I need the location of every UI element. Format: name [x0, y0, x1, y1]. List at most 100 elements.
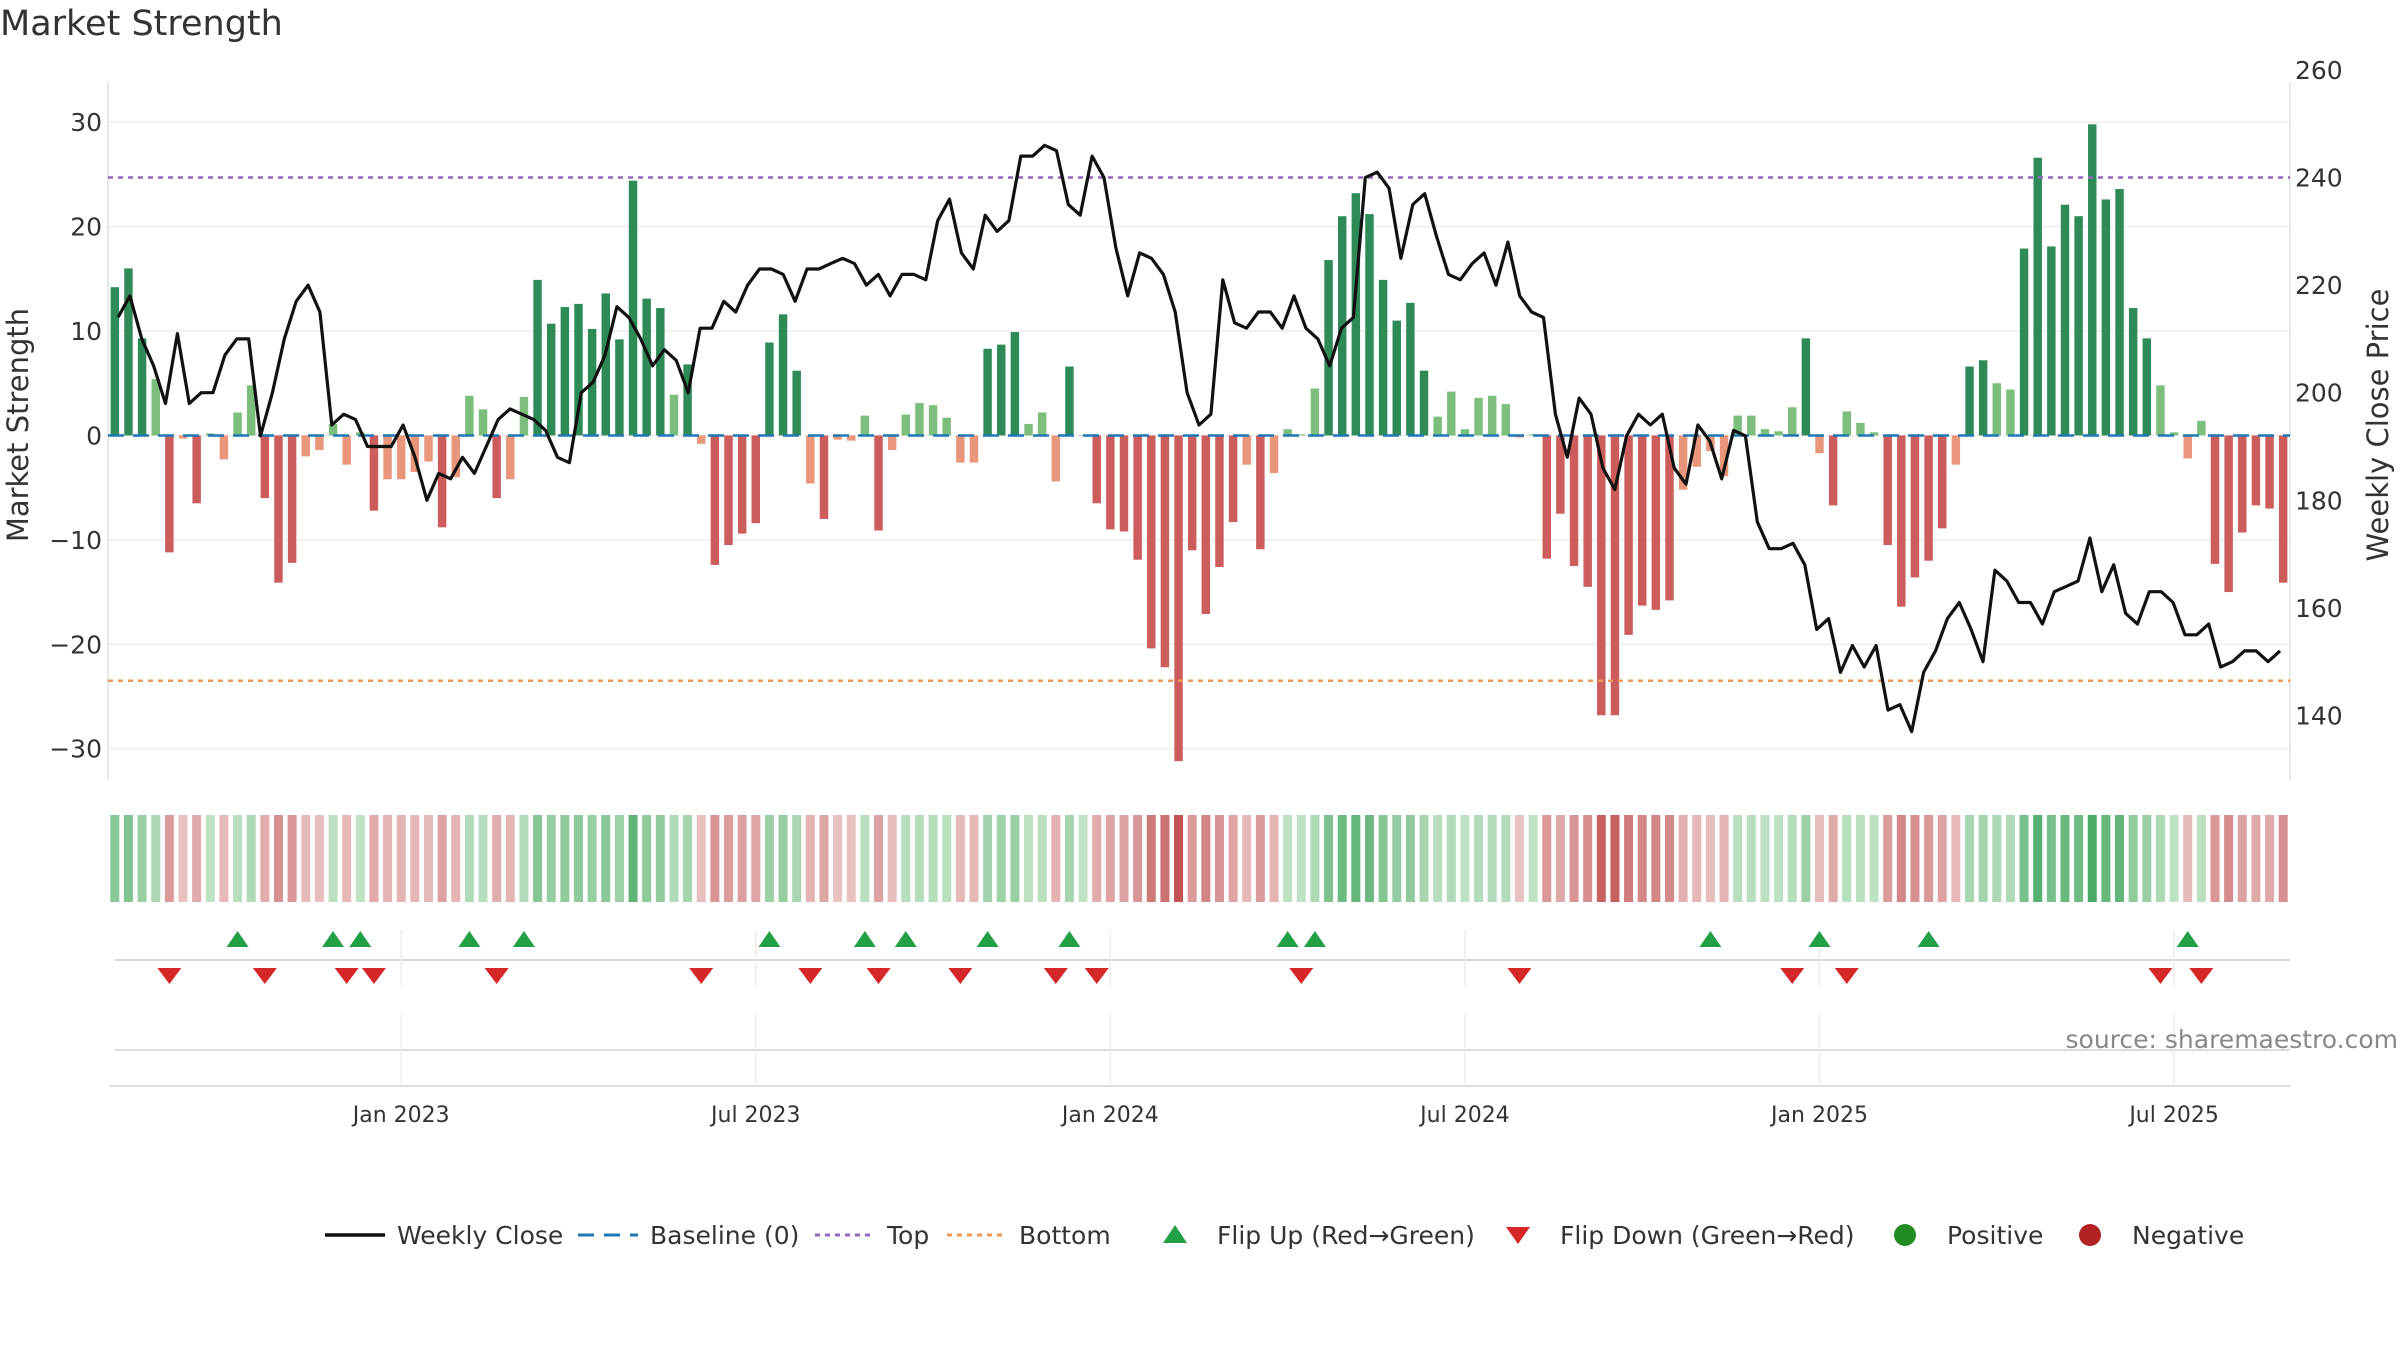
heat-strip-cell: [792, 815, 802, 902]
strength-bar: [1215, 435, 1224, 567]
flip-down-marker: [1289, 968, 1314, 984]
heat-strip-cell: [1855, 815, 1865, 902]
heat-strip-cell: [874, 815, 884, 902]
y-tick-label: −10: [49, 526, 102, 555]
strength-bar: [2183, 435, 2192, 459]
strength-bar: [751, 435, 761, 524]
heat-strip-cell: [1719, 815, 1729, 902]
flip-up-marker: [1699, 931, 1722, 947]
strength-bar: [1242, 435, 1251, 465]
legend-item: Bottom: [947, 1221, 1111, 1250]
y-tick-label: −20: [49, 630, 102, 659]
heat-strip-cell: [1337, 815, 1347, 902]
strength-bar: [1610, 435, 1620, 716]
y-tick-label: 10: [70, 317, 102, 346]
x-tick-label: Jul 2023: [709, 1103, 801, 1128]
heat-strip-cell: [1228, 815, 1238, 902]
heat-strip-cell: [1446, 815, 1456, 902]
heat-strip-cell: [1937, 815, 1947, 902]
heat-strip-cell: [1419, 815, 1429, 902]
strength-bar: [546, 323, 556, 436]
flip-down-marker: [1507, 968, 1532, 984]
strength-bar: [2265, 435, 2274, 509]
strength-bar: [1978, 360, 1988, 436]
heat-strip-cell: [437, 815, 447, 902]
strength-bar: [833, 435, 842, 440]
heat-strip-cell: [1174, 815, 1184, 902]
strength-bar: [1733, 415, 1742, 436]
heat-strip-cell: [1364, 815, 1374, 902]
strength-bar: [683, 364, 692, 436]
heat-strip-cell: [1324, 815, 1334, 902]
strength-bar: [2101, 199, 2111, 436]
heat-strip-cell: [2033, 815, 2043, 902]
strength-bar: [1938, 435, 1947, 529]
flip-down-marker: [948, 968, 973, 984]
heat-strip-cell: [2128, 815, 2138, 902]
strength-bar: [1351, 193, 1361, 436]
heat-strip-cell: [737, 815, 747, 902]
strength-bar: [2019, 248, 2029, 436]
strength-bar: [1310, 388, 1320, 436]
strength-bar: [1637, 435, 1647, 606]
strength-bar: [806, 435, 815, 484]
y2-tick-label: 200: [2295, 379, 2343, 408]
strength-bar: [2224, 435, 2233, 593]
heat-strip-cell: [1092, 815, 1102, 902]
x-tick-label: Jan 2025: [1769, 1103, 1868, 1128]
strength-bar: [2197, 420, 2206, 436]
heat-strip-cell: [1105, 815, 1115, 902]
strength-bar: [997, 344, 1006, 436]
y2-tick-label: 160: [2295, 594, 2343, 623]
heat-strip-cell: [260, 815, 270, 902]
legend-item: Negative: [2079, 1221, 2244, 1250]
heat-strip-cell: [1351, 815, 1361, 902]
heat-strip-cell: [464, 815, 474, 902]
flip-down-marker: [334, 968, 359, 984]
legend-label: Bottom: [1019, 1221, 1111, 1250]
heat-strip-cell: [2196, 815, 2206, 902]
strength-bar: [328, 423, 338, 436]
strength-bar: [287, 435, 297, 563]
strength-bar: [451, 435, 460, 478]
heat-strip-cell: [955, 815, 965, 902]
strength-bar: [1187, 435, 1197, 551]
heat-strip-cell: [2183, 815, 2193, 902]
legend-label: Top: [886, 1221, 929, 1250]
strength-bar: [1324, 260, 1333, 436]
strength-bar: [2033, 157, 2042, 436]
strength-bar: [124, 268, 133, 436]
strength-bar: [465, 395, 474, 436]
heat-strip-cell: [1296, 815, 1306, 902]
strength-bar: [1024, 423, 1033, 436]
strength-bar: [1406, 302, 1415, 436]
strength-bar: [1788, 407, 1797, 436]
heat-strip-cell: [1869, 815, 1879, 902]
heat-strip-cell: [205, 815, 215, 902]
heat-strip-cell: [219, 815, 229, 902]
heat-strip-cell: [1624, 815, 1634, 902]
heat-strip-cell: [533, 815, 543, 902]
flip-up-marker: [458, 931, 481, 947]
strength-bar: [615, 339, 624, 436]
y2-tick-label: 140: [2295, 701, 2343, 730]
y-tick-label: 30: [70, 108, 102, 137]
heat-strip-cell: [1555, 815, 1565, 902]
heat-strip-cell: [1883, 815, 1893, 902]
strength-bar: [1269, 435, 1279, 474]
heat-strip-cell: [805, 815, 815, 902]
heat-strip-cell: [1133, 815, 1143, 902]
heat-strip-cell: [301, 815, 311, 902]
strength-bar: [1297, 434, 1306, 436]
strength-bar: [1897, 435, 1906, 607]
heat-strip-cell: [860, 815, 870, 902]
strength-bar: [1583, 435, 1592, 587]
strength-bar: [710, 435, 720, 565]
heat-strip-cell: [1705, 815, 1715, 902]
strength-bar: [1924, 435, 1933, 561]
heat-strip-cell: [2155, 815, 2165, 902]
strength-bar: [792, 370, 801, 436]
strength-bar: [1801, 338, 1811, 436]
heat-strip-cell: [560, 815, 570, 902]
heat-strip-cell: [137, 815, 147, 902]
